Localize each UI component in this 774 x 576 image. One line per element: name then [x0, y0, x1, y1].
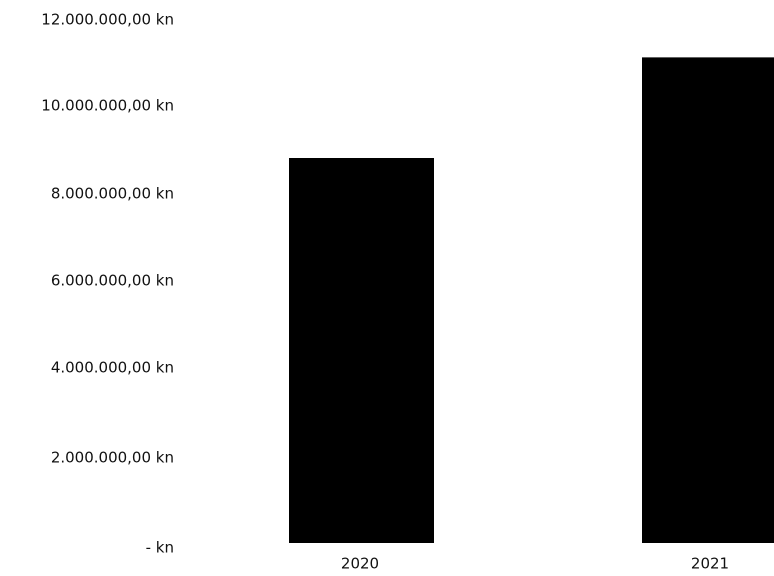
bar-2020 — [289, 158, 434, 543]
y-tick-label-3: 6.000.000,00 kn — [51, 272, 174, 290]
x-axis: 2020 2021 — [341, 555, 729, 573]
y-tick-label-5: 10.000.000,00 kn — [41, 97, 174, 115]
bars — [289, 57, 774, 543]
x-tick-label-2020: 2020 — [341, 555, 379, 573]
y-tick-label-1: 2.000.000,00 kn — [51, 449, 174, 467]
bar-2021 — [642, 57, 774, 543]
y-tick-label-2: 4.000.000,00 kn — [51, 359, 174, 377]
y-axis: - kn 2.000.000,00 kn 4.000.000,00 kn 6.0… — [41, 11, 174, 557]
y-tick-label-4: 8.000.000,00 kn — [51, 185, 174, 203]
y-tick-label-6: 12.000.000,00 kn — [41, 11, 174, 29]
x-tick-label-2021: 2021 — [691, 555, 729, 573]
y-tick-label-0: - kn — [146, 539, 174, 557]
